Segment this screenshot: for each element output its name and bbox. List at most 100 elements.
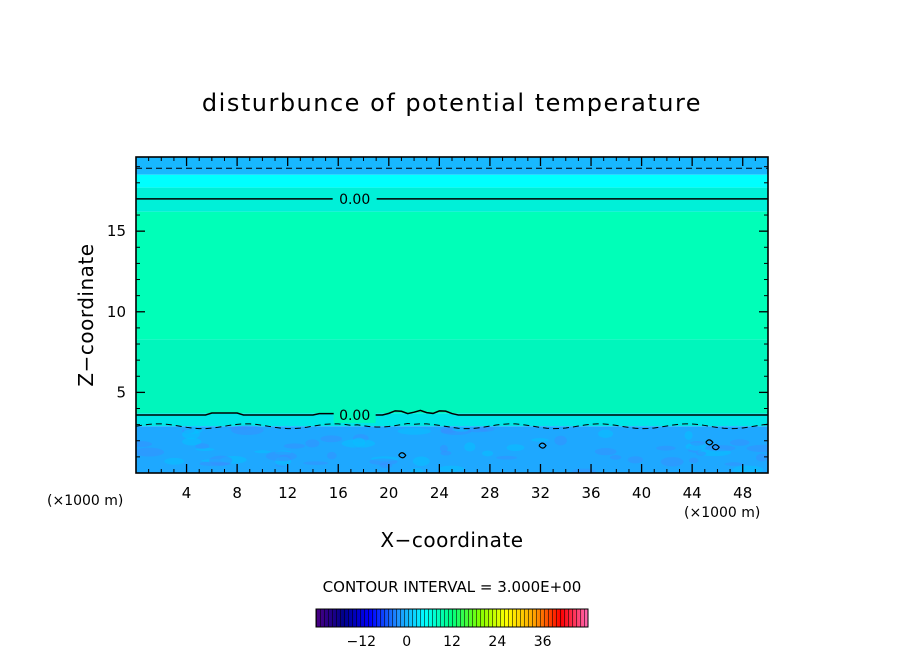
turbulence-patch: [353, 438, 364, 449]
turbulence-patch: [506, 444, 525, 452]
turbulence-patch: [181, 428, 195, 434]
turbulence-patch: [305, 439, 320, 448]
field-layer-1: [136, 174, 768, 188]
turbulence-patch: [275, 463, 288, 467]
turbulence-patch: [627, 456, 643, 464]
eddy-contour-3: [398, 452, 407, 459]
turbulence-patch: [729, 439, 750, 446]
z-unit-label: (×1000 m): [47, 493, 123, 509]
x-tick-label: 48: [733, 484, 752, 502]
x-tick-label: 4: [182, 484, 192, 502]
turbulence-patch: [656, 445, 676, 451]
contour-lines: [136, 167, 768, 430]
x-tick-label: 8: [232, 484, 242, 502]
eddy-contour-0: [538, 442, 547, 449]
turbulence-patch: [685, 442, 707, 451]
contour-labels: 0.00 0.00: [333, 189, 376, 424]
turbulence-patch: [598, 429, 614, 438]
turbulence-patch: [275, 456, 292, 466]
turbulence-patch: [320, 435, 343, 443]
x-axis: 4 8 12 16 20 24 28 32 36 40 44 48: [148, 157, 756, 502]
field-layer-6: [136, 426, 768, 473]
turbulence-patch: [660, 457, 684, 467]
turbulence-patch: [439, 444, 448, 453]
x-axis-label: X−coordinate: [380, 528, 523, 552]
turbulence-patch: [352, 433, 369, 443]
turbulence-patch: [231, 425, 264, 436]
turbulence-patch: [136, 441, 153, 448]
colorbar-tick-label: 0: [402, 634, 411, 650]
x-unit-label: (×1000 m): [684, 505, 760, 521]
colorbar-stripes: [316, 609, 588, 627]
turbulence-patch: [689, 457, 699, 464]
turbulence-patch: [438, 465, 465, 472]
turbulence-patch: [379, 462, 393, 469]
turbulence-patch: [690, 441, 705, 446]
turbulence-patch: [199, 461, 231, 467]
zero-contour-line: [136, 409, 768, 416]
turbulence-patch: [201, 459, 232, 463]
turbulence-patch: [464, 442, 476, 452]
turbulence-patch: [440, 427, 472, 435]
turbulence-patch: [412, 456, 430, 466]
turbulence-patch: [440, 426, 456, 434]
negative-contour-line: [136, 422, 768, 430]
turbulence-patch: [724, 462, 744, 466]
x-tick-label: 20: [379, 484, 398, 502]
field-layer-5: [136, 413, 768, 427]
turbulence-patch: [478, 426, 495, 432]
turbulence-patch: [397, 427, 431, 435]
turbulence-patch: [274, 450, 292, 455]
turbulence-patch: [227, 426, 253, 430]
turbulence-patch: [482, 450, 494, 457]
contour-label-bg: [333, 189, 376, 207]
turbulence-patch: [326, 451, 337, 460]
turbulence-patch: [195, 443, 210, 450]
turbulence-patch: [164, 457, 185, 465]
x-tick-label: 36: [581, 484, 600, 502]
turbulence-patch: [531, 438, 549, 442]
turbulence-patch: [283, 443, 306, 449]
contour-label-bg: [333, 405, 376, 423]
turbulence-patch: [352, 437, 365, 448]
field-layers: [136, 157, 768, 473]
colorbar-tick-label: 36: [534, 634, 552, 650]
x-tick-label: 40: [632, 484, 651, 502]
turbulence-patch: [609, 455, 622, 460]
turbulence-patch: [697, 448, 732, 457]
colorbar-tick-label: 12: [443, 634, 461, 650]
turbulence-patch: [410, 468, 424, 473]
turbulence-patch: [254, 450, 271, 454]
turbulence-patch: [182, 429, 200, 439]
y-axis-label: Z−coordinate: [74, 243, 98, 386]
turbulence-patch: [195, 447, 215, 451]
turbulence-patch: [182, 437, 202, 446]
field-layer-2: [136, 187, 768, 212]
surface-turbulence: [136, 425, 768, 473]
field-layer-3: [136, 211, 768, 340]
turbulence-patch: [755, 453, 768, 462]
x-tick-label: 12: [278, 484, 297, 502]
x-tick-label: 16: [329, 484, 348, 502]
field-layer-0: [136, 157, 768, 175]
turbulence-patch: [705, 445, 736, 452]
turbulence-patch: [440, 450, 452, 456]
x-tick-label: 44: [683, 484, 702, 502]
y-tick-label: 10: [107, 303, 126, 321]
turbulence-patch: [746, 444, 768, 453]
eddy-contour-2: [711, 444, 720, 451]
turbulence-patch: [594, 448, 617, 456]
turbulence-patch: [371, 456, 399, 462]
contour-label: 0.00: [339, 192, 370, 208]
turbulence-patch: [467, 428, 488, 433]
turbulence-patch: [369, 458, 398, 466]
turbulence-patch: [684, 430, 693, 440]
turbulence-patch: [341, 439, 376, 448]
contour-interval-label: CONTOUR INTERVAL = 3.000E+00: [323, 578, 582, 596]
field-layer-4: [136, 339, 768, 414]
chart-title: disturbunce of potential temperature: [202, 89, 702, 117]
turbulence-patch: [554, 435, 567, 446]
y-axis: 5 10 15: [107, 166, 768, 458]
